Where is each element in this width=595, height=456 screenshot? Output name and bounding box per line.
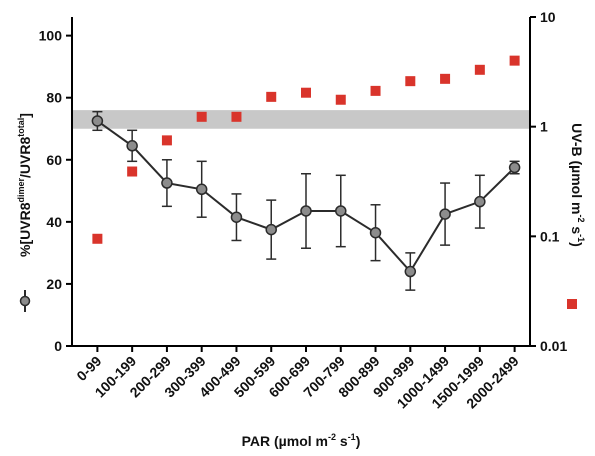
- label-part: ): [356, 433, 361, 449]
- data-point: [301, 87, 311, 98]
- data-point: [474, 195, 486, 208]
- label-part: ): [569, 242, 585, 247]
- data-point: [91, 115, 104, 127]
- label-part: %[UVR8: [17, 202, 33, 257]
- y-tick-label: 80: [46, 90, 62, 106]
- data-point: [92, 233, 103, 244]
- legend-marker: [19, 295, 31, 307]
- y-legend-marker: [19, 290, 31, 312]
- label-part: UV-B (µmol m: [569, 123, 585, 214]
- label-part: /UVR8: [17, 137, 33, 178]
- label-sup: -2: [576, 214, 586, 222]
- x-axis-label: PAR (µmol m-2 s-1): [242, 432, 361, 449]
- label-sup: -1: [348, 432, 356, 442]
- label-sup: -2: [328, 432, 336, 442]
- y2-legend-marker: [567, 299, 577, 309]
- y-tick-label: 0: [54, 338, 62, 354]
- y-tick-label: 60: [46, 152, 62, 168]
- data-point: [508, 161, 521, 174]
- data-point: [300, 205, 312, 217]
- data-point: [509, 55, 520, 66]
- data-point: [370, 85, 381, 96]
- data-point: [195, 183, 208, 196]
- label-sup: -1: [576, 234, 586, 242]
- data-point: [440, 73, 451, 84]
- data-point: [161, 177, 173, 189]
- data-point: [439, 208, 451, 220]
- data-point: [230, 211, 243, 223]
- reference-band: [73, 110, 529, 129]
- y2-tick-label: 1: [540, 119, 548, 135]
- label-part: PAR (µmol m: [242, 433, 328, 449]
- data-point: [161, 135, 172, 146]
- data-point: [231, 111, 242, 122]
- label-sup: dimer: [16, 177, 26, 202]
- data-point: [126, 140, 138, 152]
- y2-tick-label: 0.1: [540, 228, 560, 244]
- y-tick-label: 20: [46, 276, 62, 292]
- data-point: [474, 64, 485, 75]
- label-part: ]: [17, 113, 33, 118]
- data-point: [335, 94, 346, 105]
- data-point: [404, 265, 417, 278]
- label-sup: total: [16, 118, 26, 137]
- y-axis-label: %[UVR8dimer/UVR8total]: [16, 113, 33, 257]
- data-point: [265, 223, 277, 236]
- y2-axis-label: UV-B (µmol m-2 s-1): [569, 123, 586, 247]
- data-point: [405, 76, 416, 87]
- label-part: s: [336, 433, 348, 449]
- data-point: [369, 226, 382, 239]
- data-point: [335, 205, 347, 217]
- y-tick-label: 100: [39, 28, 63, 44]
- data-point: [127, 166, 138, 177]
- y2-tick-label: 10: [540, 9, 556, 25]
- y2-tick-label: 0.01: [540, 338, 567, 354]
- label-part: s: [569, 222, 585, 234]
- y-tick-label: 40: [46, 214, 62, 230]
- x-tick-label: 0-99: [73, 353, 104, 384]
- data-point: [196, 111, 207, 122]
- data-point: [266, 91, 277, 102]
